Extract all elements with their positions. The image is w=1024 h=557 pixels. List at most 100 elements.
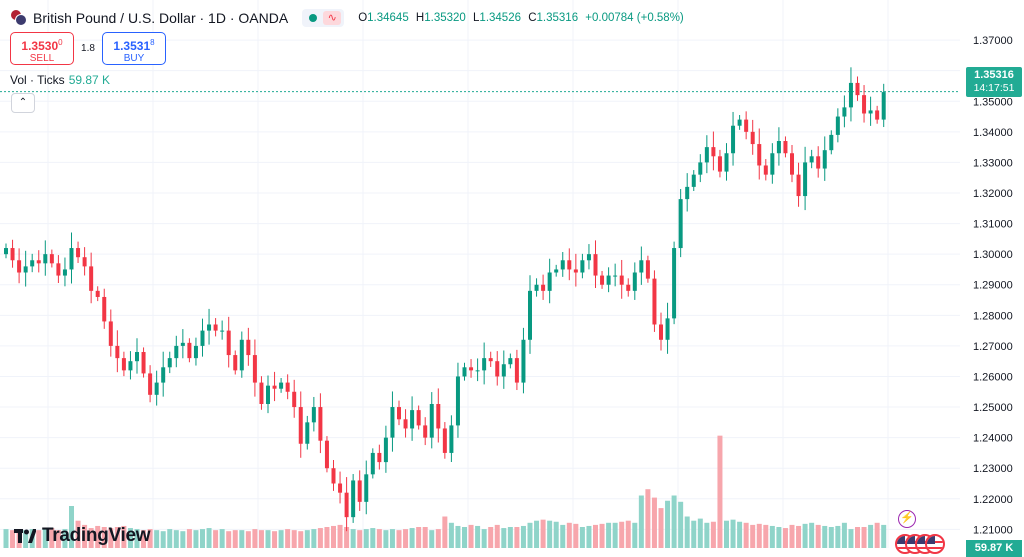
volume-bar [868,524,874,548]
volume-bar [42,529,48,548]
volume-bar [704,522,710,548]
buy-price: 1.3531 [113,39,151,53]
market-open-icon[interactable] [309,14,318,22]
volume-bar [475,525,481,548]
volume-bar [841,522,847,548]
buy-button[interactable]: 1.35318 BUY [102,32,166,65]
volume-bar [88,528,94,548]
tradingview-logo[interactable]: TradingView [14,525,151,547]
status-pills[interactable]: ∿ [302,9,345,27]
last-price-value: 1.35316 [974,69,1014,81]
candle-body [397,407,401,420]
volume-bar [514,527,520,548]
volume-bar [232,530,238,548]
candle-body [469,367,474,371]
candle-body [108,321,113,346]
candle-body [383,437,388,463]
volume-bar [429,530,435,548]
volume-bar [468,524,474,548]
candle-body [475,370,480,372]
close-label: C [528,12,537,24]
candle-body [410,410,415,429]
volume-bar [442,516,448,548]
candle-body [770,153,775,175]
volume-bar [239,530,245,548]
y-tick-label: 1.31000 [973,219,1013,231]
volume-bar [258,530,264,548]
sell-button[interactable]: 1.35300 SELL [10,32,74,65]
candle-body [672,248,677,319]
high-label: H [415,12,425,24]
dividend-bolt-icon[interactable]: ⚡ [898,510,916,528]
volume-legend[interactable]: Vol · Ticks 59.87 K [10,73,110,87]
volume-bar [180,531,186,548]
y-tick-label: 1.24000 [973,433,1013,445]
collapse-chevron-up-icon[interactable]: ⌃ [11,93,35,113]
volume-bar [337,524,343,548]
candle-body [180,342,185,346]
candle-body [822,150,827,169]
volume-bar [331,525,336,548]
volume-bar [213,530,219,548]
candle-body [69,248,74,270]
candle-body [508,358,513,365]
candle-body [49,254,54,264]
volume-bar [750,524,756,548]
candle-body [17,260,22,273]
symbol-title[interactable]: British Pound / U.S. Dollar · 1D · OANDA [33,10,289,26]
volume-bar [10,530,16,548]
candle-body [737,119,742,126]
candle-body [586,254,591,261]
volume-bars [3,435,887,548]
sell-price: 1.3530 [21,39,59,53]
candle-body [311,407,316,423]
candle-body [534,284,539,291]
volume-bar [101,527,107,548]
volume-bar [612,522,618,548]
candle-body [193,345,198,359]
volume-bar [737,521,743,548]
grid [0,0,960,548]
candle-body [423,425,428,438]
volume-bar [186,529,192,548]
volume-bar [455,525,461,548]
y-tick-label: 1.32000 [973,188,1013,200]
volume-bar [848,529,854,548]
volume-bar [717,435,723,548]
volume-bar [160,531,166,548]
candle-body [829,134,834,151]
candle-body [868,110,873,114]
volume-bar [62,529,68,548]
candle-body [816,156,821,169]
volume-bar [141,530,147,548]
volume-bar [579,527,585,548]
volume-bar [108,528,114,548]
volume-bar [291,530,297,548]
candle-body [685,186,690,200]
last-price-tag: 1.35316 14:17:51 [966,67,1022,97]
volume-bar [114,527,120,548]
candle-body [554,269,559,273]
candle-body [698,162,703,175]
candle-body [541,284,546,291]
candle-body [403,419,408,429]
volume-bar [710,521,716,548]
volume-bar [193,530,199,548]
wave-icon[interactable]: ∿ [323,11,342,25]
volume-bar [357,530,363,548]
candle-body [4,248,8,255]
candle-body [10,248,15,261]
uk-event-flag-icon[interactable] [925,534,945,554]
volume-bar [324,527,330,548]
candle-body [875,110,880,120]
volume-bar [127,528,133,548]
volume-bar [206,528,212,548]
volume-bar [730,519,736,548]
volume-bar [370,528,376,548]
candle-body [331,468,336,484]
candle-body [776,141,781,154]
candle-body [89,266,94,291]
candle-body [580,260,585,273]
